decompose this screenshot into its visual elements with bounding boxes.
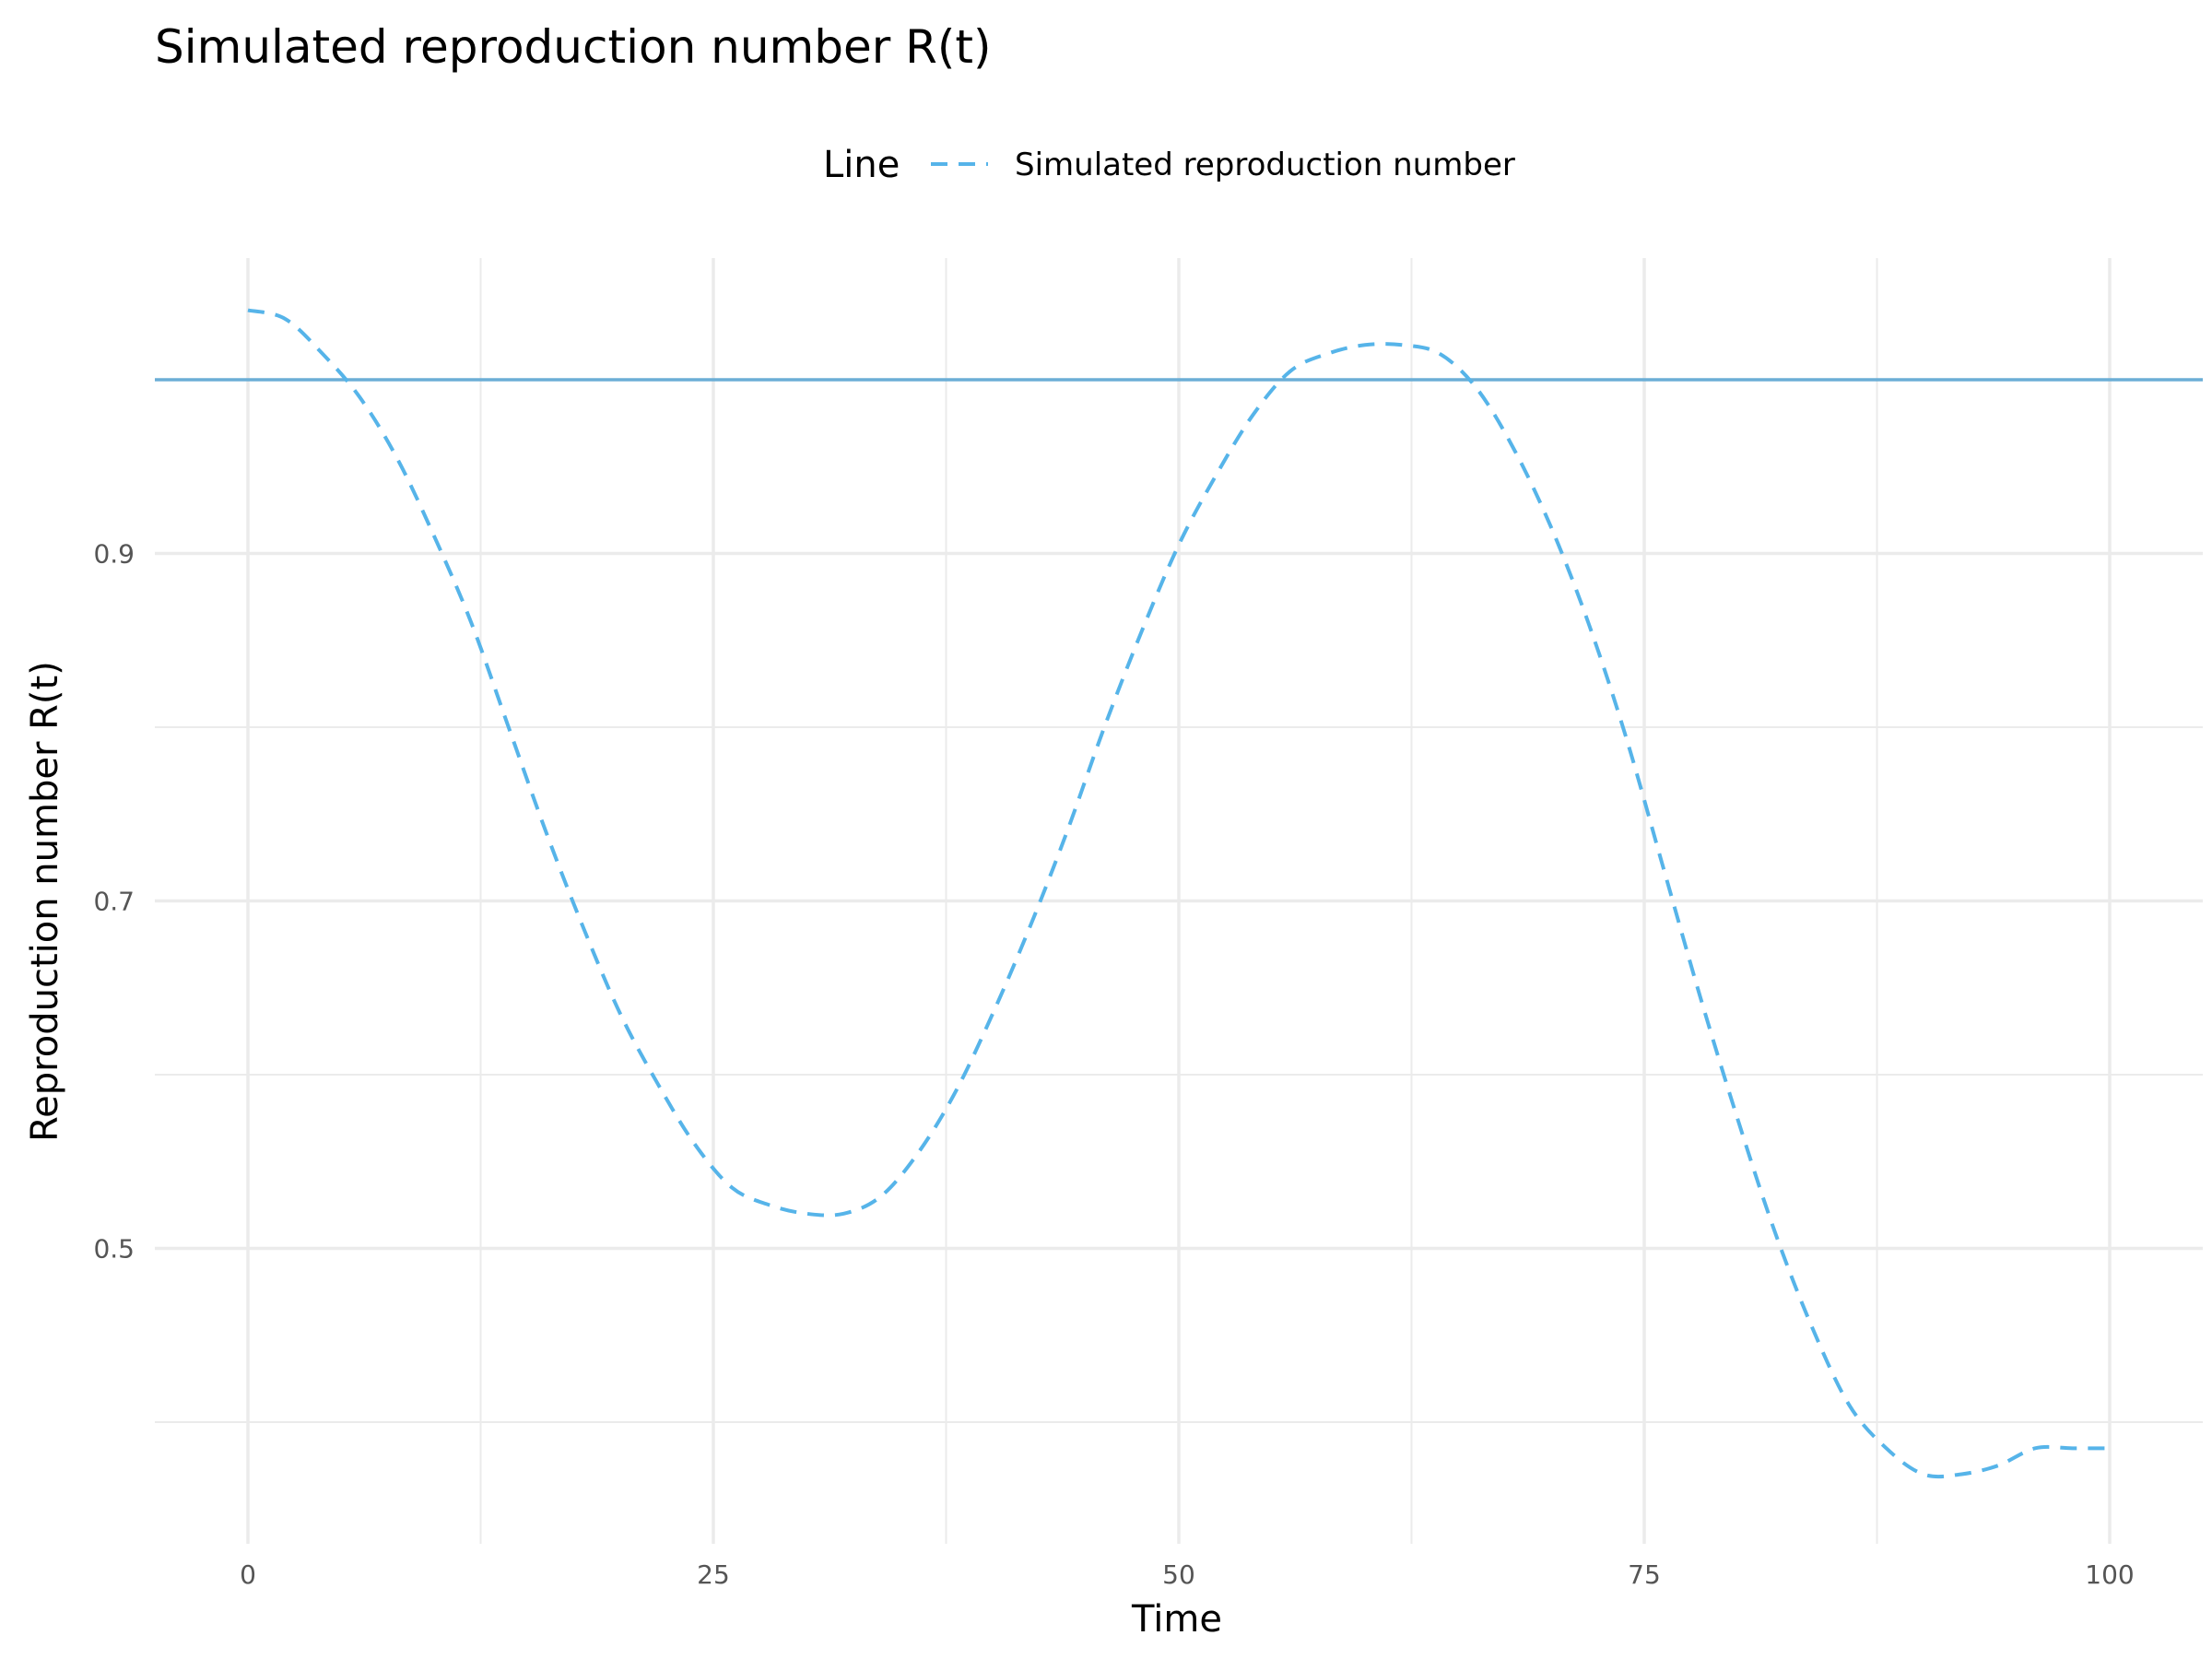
series-group bbox=[247, 308, 2110, 1479]
series-line-simulated-reproduction-number bbox=[247, 308, 2110, 1479]
x-tick-label: 75 bbox=[1628, 1559, 1661, 1590]
y-tick-label: 0.9 bbox=[93, 538, 135, 569]
x-tick-label: 25 bbox=[697, 1559, 730, 1590]
gridlines bbox=[155, 258, 2203, 1544]
x-axis-ticks: 0 25 50 75 100 bbox=[240, 1559, 2135, 1590]
x-tick-label: 0 bbox=[240, 1559, 256, 1590]
x-axis-title: Time bbox=[1131, 1598, 1222, 1641]
y-tick-label: 0.7 bbox=[93, 887, 135, 917]
x-tick-label: 50 bbox=[1162, 1559, 1195, 1590]
y-tick-label: 0.5 bbox=[93, 1234, 135, 1265]
x-tick-label: 100 bbox=[2085, 1559, 2134, 1590]
y-axis-title: Reproduction number R(t) bbox=[24, 661, 66, 1142]
legend-title: Line bbox=[823, 144, 900, 186]
legend-entry-simulated-reproduction-number: Simulated reproduction number bbox=[1015, 147, 1515, 183]
legend: Line Simulated reproduction number bbox=[823, 144, 1515, 186]
chart-title: Simulated reproduction number R(t) bbox=[155, 20, 992, 74]
y-axis-ticks: 0.5 0.7 0.9 bbox=[93, 538, 135, 1264]
